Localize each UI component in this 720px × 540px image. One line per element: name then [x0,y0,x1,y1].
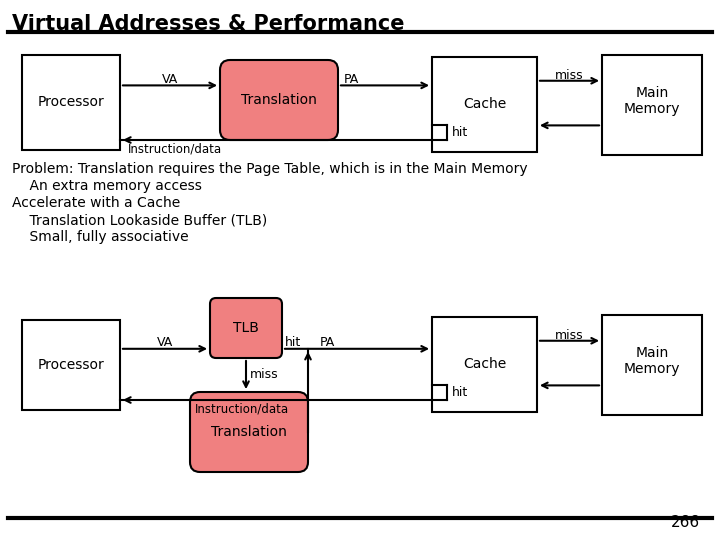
Text: Translation: Translation [211,425,287,439]
Bar [432,57,537,152]
Text: 266: 266 [671,515,700,530]
Text: Accelerate with a Cache: Accelerate with a Cache [12,196,180,210]
Text: VA: VA [162,73,178,86]
Text: hit: hit [285,336,301,349]
Bar [602,315,702,415]
Text: Main
Memory: Main Memory [624,86,680,116]
Text: An extra memory access: An extra memory access [12,179,202,193]
Text: Cache: Cache [463,98,506,111]
Text: Cache: Cache [463,357,506,372]
Text: miss: miss [250,368,279,381]
Text: miss: miss [555,329,584,342]
Text: hit: hit [452,386,468,399]
Text: Virtual Addresses & Performance: Virtual Addresses & Performance [12,14,405,34]
Bar [602,55,702,155]
Text: TLB: TLB [233,321,259,335]
Text: Instruction/data: Instruction/data [128,142,222,155]
Text: Problem: Translation requires the Page Table, which is in the Main Memory: Problem: Translation requires the Page T… [12,162,528,176]
Bar [432,317,537,412]
Bar [22,55,120,150]
Text: Small, fully associative: Small, fully associative [12,230,189,244]
Text: PA: PA [320,336,336,349]
Text: PA: PA [344,73,359,86]
Text: miss: miss [555,69,584,82]
Text: VA: VA [157,336,173,349]
FancyBboxPatch shape [210,298,282,358]
FancyBboxPatch shape [220,60,338,140]
Bar [22,320,120,410]
FancyBboxPatch shape [190,392,308,472]
Text: Processor: Processor [37,96,104,110]
Text: Translation: Translation [241,93,317,107]
Text: Processor: Processor [37,358,104,372]
Text: Translation Lookaside Buffer (TLB): Translation Lookaside Buffer (TLB) [12,213,267,227]
Text: Instruction/data: Instruction/data [195,402,289,415]
Text: hit: hit [452,126,468,139]
Text: Main
Memory: Main Memory [624,346,680,376]
